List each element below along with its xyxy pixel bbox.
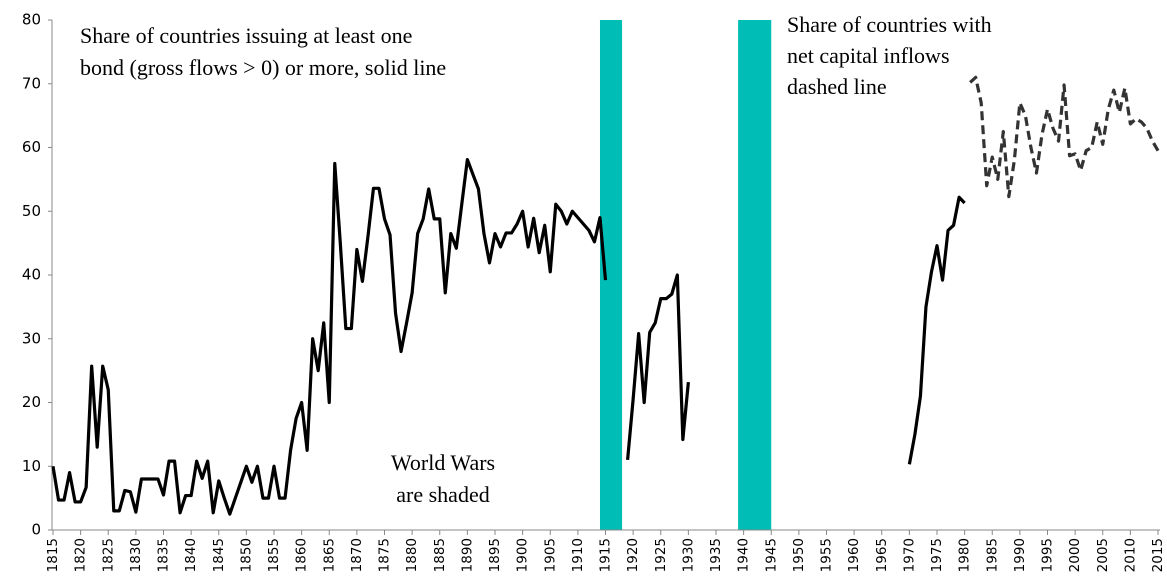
x-tick-label: 1895 [487,538,503,572]
x-tick-label: 1845 [211,538,227,572]
x-tick-label: 2015 [1150,538,1166,572]
x-tick-label: 1885 [432,538,448,572]
annotation: net capital inflows [787,43,950,68]
x-tick-label: 1945 [763,538,779,572]
annotation: World Wars [391,450,495,475]
x-tick-label: 1955 [819,538,835,572]
x-tick-label: 1965 [874,538,890,572]
x-tick-label: 1820 [73,538,89,572]
x-tick-label: 1835 [156,538,172,572]
annotation: Share of countries with [787,12,992,37]
annotation: bond (gross flows > 0) or more, solid li… [80,55,446,80]
x-tick-label: 1905 [542,538,558,572]
x-tick-label: 1920 [625,538,641,572]
x-tick-label: 1875 [377,538,393,572]
solid-line [51,158,966,516]
x-tick-label: 1815 [45,538,61,572]
annotation: are shaded [396,482,489,507]
x-tick-label: 2010 [1122,538,1138,572]
x-tick-label: 1890 [459,538,475,572]
y-tick-label: 50 [22,202,41,220]
x-tick-label: 1940 [736,538,752,572]
x-tick-label: 1930 [680,538,696,572]
x-tick-label: 1925 [653,538,669,572]
x-tick-label: 1950 [791,538,807,572]
annotation: dashed line [787,74,887,99]
y-tick-label: 10 [22,457,41,475]
x-tick-label: 1990 [1012,538,1028,572]
x-tick-label: 1935 [708,538,724,572]
x-tick-label: 2005 [1095,538,1111,572]
x-tick-label: 1970 [901,538,917,572]
y-tick-label: 30 [22,329,41,347]
x-tick-label: 1995 [1040,538,1056,572]
x-tick-label: 1860 [294,538,310,572]
x-tick-label: 1985 [984,538,1000,572]
y-tick-label: 0 [31,521,41,539]
x-tick-label: 1865 [321,538,337,572]
y-tick-label: 40 [22,266,41,284]
x-tick-label: 1915 [598,538,614,572]
x-tick-label: 1910 [570,538,586,572]
x-tick-label: 1850 [238,538,254,572]
x-tick-label: 1830 [128,538,144,572]
y-tick-label: 60 [22,138,41,156]
y-tick-label: 20 [22,393,41,411]
x-tick-label: 1855 [266,538,282,572]
dashed-line [969,75,1160,199]
war-shade [599,20,623,530]
x-tick-label: 2000 [1067,538,1083,572]
x-tick-label: 1980 [957,538,973,572]
x-tick-label: 1870 [349,538,365,572]
x-tick-label: 1840 [183,538,199,572]
x-tick-label: 1880 [404,538,420,572]
x-tick-label: 1975 [929,538,945,572]
x-tick-label: 1960 [846,538,862,572]
y-tick-label: 70 [22,74,41,92]
x-tick-label: 1900 [515,538,531,572]
y-tick-label: 80 [22,11,41,29]
war-shade [738,20,772,530]
x-tick-label: 1825 [100,538,116,572]
annotation: Share of countries issuing at least one [80,23,412,48]
